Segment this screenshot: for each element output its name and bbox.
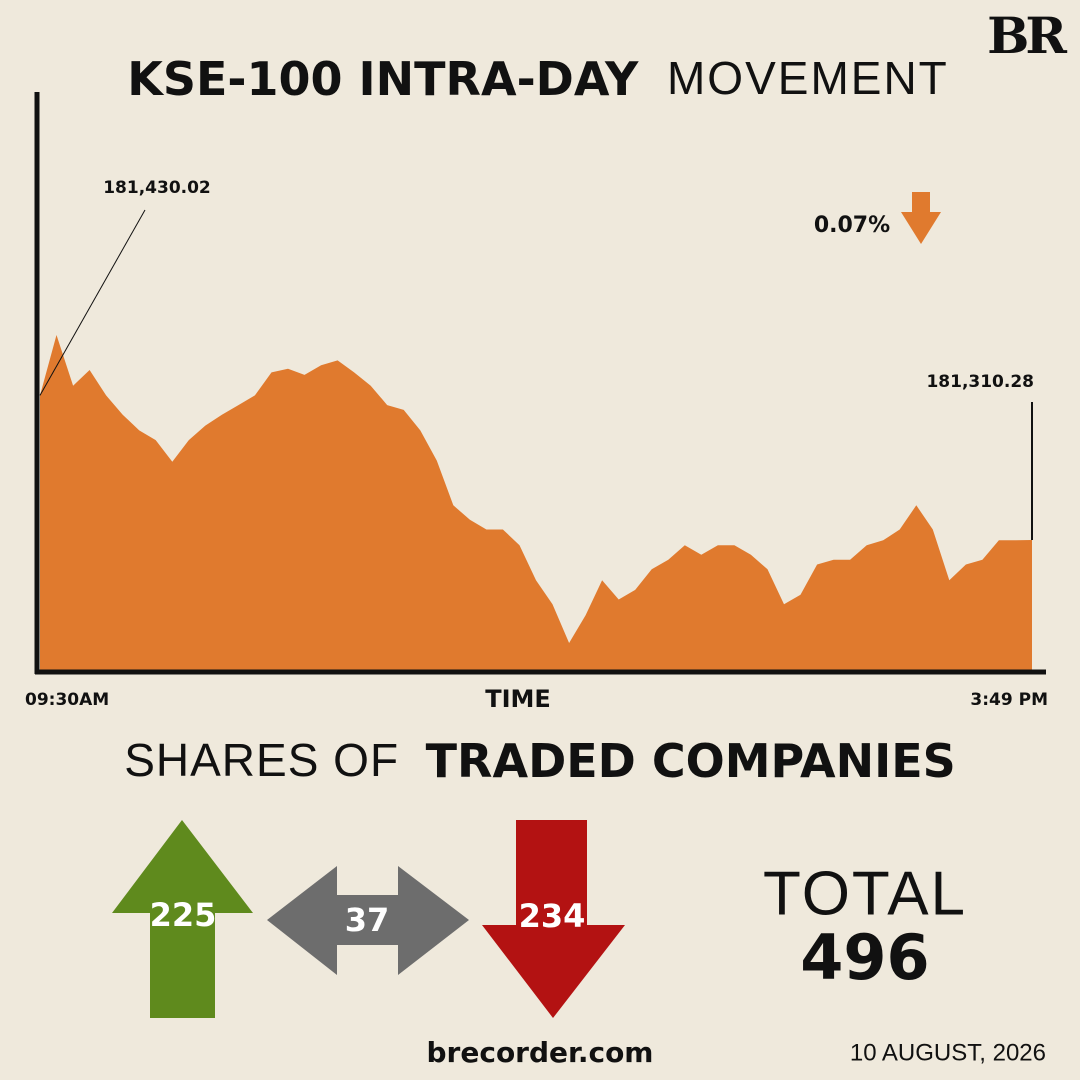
x-tick-label: 3:49 PM	[970, 690, 1048, 710]
advanced-count: 225	[150, 896, 217, 934]
title-bold: KSE-100 INTRA-DAY	[127, 52, 639, 106]
x-axis-label: TIME	[485, 685, 551, 713]
value-label: 181,430.02	[103, 178, 211, 198]
total-label: TOTAL	[763, 859, 967, 928]
shares-title-light: SHARES OF	[124, 734, 399, 786]
down-arrow-icon	[901, 192, 941, 244]
value-label: 181,310.28	[926, 372, 1034, 392]
leader-line	[39, 209, 146, 396]
advanced-arrow	[112, 820, 253, 1018]
area	[40, 335, 1032, 670]
shares-title-bold: TRADED COMPANIES	[426, 734, 956, 788]
title-light: MOVEMENT	[667, 52, 949, 104]
shares-title: SHARES OF TRADED COMPANIES	[124, 734, 956, 788]
plot	[40, 335, 1032, 670]
unchanged-arrow	[267, 866, 469, 975]
website: brecorder.com	[427, 1036, 654, 1069]
date: 10 AUGUST, 2026	[850, 1039, 1046, 1066]
declined-arrow	[482, 820, 625, 1018]
chart-title: KSE-100 INTRA-DAY MOVEMENT	[127, 52, 949, 106]
x-tick-label: 09:30AM	[25, 690, 109, 710]
logo: BR	[987, 6, 1067, 65]
total-count: 496	[800, 921, 929, 994]
change-label: 0.07%	[814, 213, 890, 238]
declined-count: 234	[519, 897, 586, 935]
unchanged-count: 37	[345, 901, 390, 939]
